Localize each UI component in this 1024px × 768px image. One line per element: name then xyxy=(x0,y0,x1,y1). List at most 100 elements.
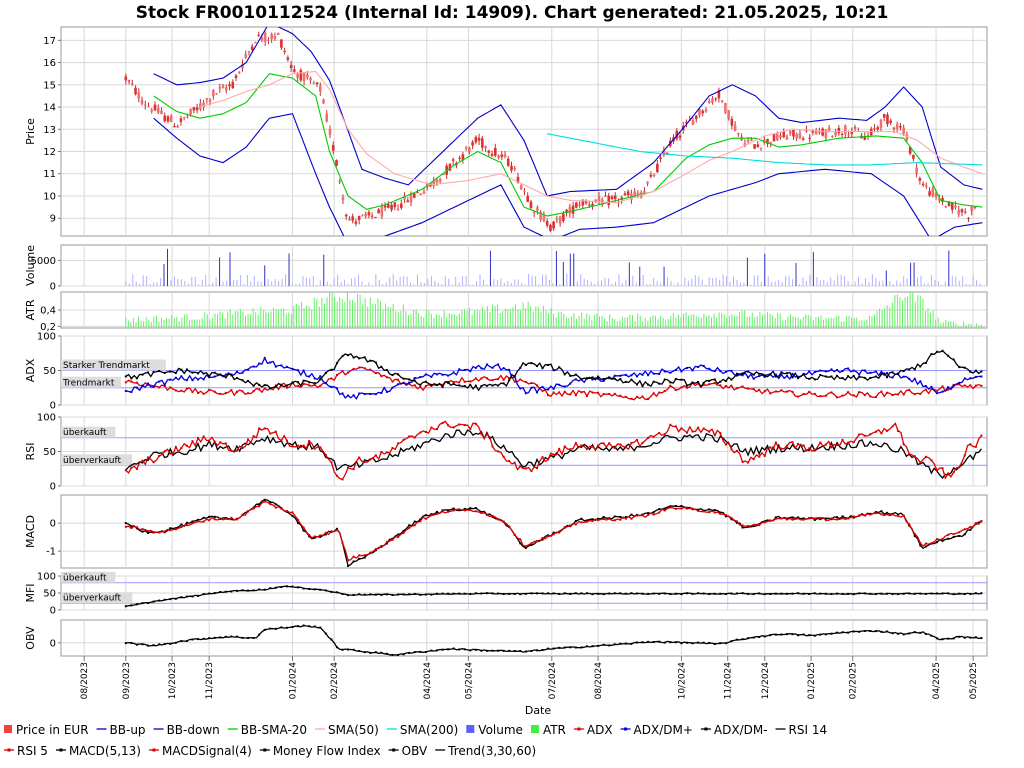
price-candle xyxy=(850,131,854,134)
series-adx-marker xyxy=(624,395,627,398)
series-macdsignal-4--marker xyxy=(152,531,155,534)
series-adx-marker xyxy=(802,392,805,395)
series-rsi-5-marker xyxy=(691,430,694,433)
series-macdsignal-4--marker xyxy=(558,531,561,534)
series-obv-marker xyxy=(552,647,555,650)
series-rsi-5-marker xyxy=(263,427,266,430)
series-adx-marker xyxy=(558,391,561,394)
series-macdsignal-4--marker xyxy=(369,551,372,554)
series-adx-dm--marker xyxy=(863,376,866,379)
price-candle xyxy=(124,76,128,81)
price-candle xyxy=(626,191,630,196)
series-macd-5-13--marker xyxy=(191,520,194,523)
series-adx-dm--marker xyxy=(374,361,377,364)
series-adx-dm--marker xyxy=(458,384,461,387)
series-rsi-5-marker xyxy=(258,427,261,430)
series-rsi-5-marker xyxy=(619,443,622,446)
series-adx-dm--marker xyxy=(941,390,944,393)
series-adx-marker xyxy=(863,394,866,397)
series-obv-marker xyxy=(980,637,983,640)
series-adx-marker xyxy=(869,395,872,398)
series-adx-dm--marker xyxy=(130,391,133,394)
series-obv-marker xyxy=(869,630,872,633)
price-candle xyxy=(792,130,795,137)
series-money-flow-index-marker xyxy=(902,592,905,595)
series-rsi-5-marker xyxy=(369,458,372,461)
series-adx-marker xyxy=(941,385,944,388)
series-obv-marker xyxy=(391,653,394,656)
series-macdsignal-4--marker xyxy=(341,541,344,544)
series-adx-dm--marker xyxy=(613,374,616,377)
series-rsi-5-marker xyxy=(452,426,455,429)
price-candle xyxy=(555,218,559,220)
series-rsi-5-marker xyxy=(980,434,983,437)
series-macd-5-13--marker xyxy=(474,507,477,510)
price-candle xyxy=(137,92,141,99)
series-obv-marker xyxy=(791,633,794,636)
series-rsi-5-marker xyxy=(363,460,366,463)
price-candle xyxy=(344,214,348,217)
series-adx-dm--marker xyxy=(735,372,738,375)
series-adx-marker xyxy=(208,388,211,391)
series-rsi-5-marker xyxy=(574,442,577,445)
series-macdsignal-4--marker xyxy=(591,520,594,523)
series-rsi-5-marker xyxy=(830,446,833,449)
series-adx-marker xyxy=(241,390,244,393)
series-macdsignal-4--marker xyxy=(647,514,650,517)
series-adx-dm--marker xyxy=(358,357,361,360)
series-money-flow-index-marker xyxy=(235,589,238,592)
series-adx-dm--marker xyxy=(202,372,205,375)
legend-label: MACD(5,13) xyxy=(69,744,141,758)
legend-item: MACD(5,13) xyxy=(55,744,141,758)
series-macd-5-13--marker xyxy=(297,521,300,524)
series-money-flow-index-marker xyxy=(924,592,927,595)
series-obv-marker xyxy=(185,639,188,642)
series-rsi-5-marker xyxy=(524,467,527,470)
series-macd-5-13--marker xyxy=(291,514,294,517)
series-macdsignal-4--marker xyxy=(480,511,483,514)
series-rsi-5-marker xyxy=(269,432,272,435)
series-money-flow-index-marker xyxy=(585,592,588,595)
series-macdsignal-4--marker xyxy=(724,514,727,517)
series-adx-dm--marker xyxy=(713,370,716,373)
series-macdsignal-4--marker xyxy=(135,526,138,529)
series-money-flow-index-marker xyxy=(752,593,755,596)
legend-label: RSI 14 xyxy=(789,723,828,737)
series-adx-dm--marker xyxy=(263,356,266,359)
series-adx-marker xyxy=(235,390,238,393)
series-rsi-5-marker xyxy=(463,424,466,427)
series-money-flow-index-marker xyxy=(130,604,133,607)
series-money-flow-index-marker xyxy=(552,592,555,595)
series-adx-dm--marker xyxy=(319,375,322,378)
series-rsi-5-marker xyxy=(969,443,972,446)
series-adx-marker xyxy=(830,391,833,394)
series-money-flow-index-marker xyxy=(947,592,950,595)
series-adx-dm--marker xyxy=(535,365,538,368)
series-obv-marker xyxy=(680,642,683,645)
price-candle xyxy=(678,135,682,138)
series-adx-marker xyxy=(952,383,955,386)
series-rsi-5-marker xyxy=(163,450,166,453)
series-adx-dm--marker xyxy=(541,367,544,370)
series-rsi-5-marker xyxy=(813,449,816,452)
series-obv-marker xyxy=(585,645,588,648)
legend-marker xyxy=(59,748,63,752)
series-adx-dm--marker xyxy=(519,366,522,369)
series-adx-marker xyxy=(502,378,505,381)
series-adx-dm--marker xyxy=(813,378,816,381)
price-candle xyxy=(150,109,154,112)
series-obv-marker xyxy=(341,648,344,651)
price-candle xyxy=(847,134,850,136)
y-tick-label: 0,4 xyxy=(40,306,56,317)
series-adx-marker xyxy=(552,391,555,394)
series-adx-dm--marker xyxy=(952,358,955,361)
series-adx-dm--marker xyxy=(497,384,500,387)
price-candle xyxy=(766,138,769,144)
legend-label: Volume xyxy=(478,723,523,737)
series-group xyxy=(124,27,983,236)
series-adx-dm--marker xyxy=(652,380,655,383)
y-tick-label: 0 xyxy=(50,519,56,530)
series-price-in-eur xyxy=(124,31,977,233)
series-macdsignal-4--marker xyxy=(158,531,161,534)
series-obv-marker xyxy=(608,644,611,647)
